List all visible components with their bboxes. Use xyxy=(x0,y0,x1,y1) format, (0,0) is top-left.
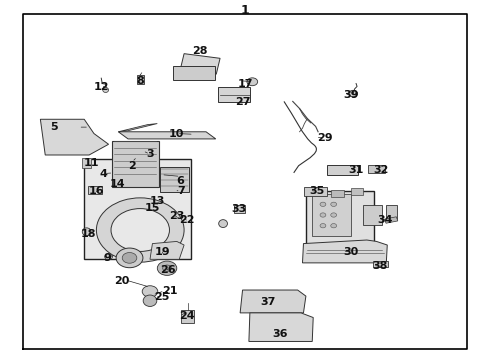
Ellipse shape xyxy=(143,295,157,306)
Text: 10: 10 xyxy=(169,129,184,139)
Text: 28: 28 xyxy=(193,46,208,57)
Text: 16: 16 xyxy=(89,186,104,197)
Text: 30: 30 xyxy=(343,247,359,257)
Text: 20: 20 xyxy=(115,276,130,286)
Wedge shape xyxy=(97,198,184,262)
Text: 5: 5 xyxy=(50,122,58,132)
Text: 35: 35 xyxy=(310,186,325,197)
Ellipse shape xyxy=(163,265,172,271)
Polygon shape xyxy=(118,123,157,132)
FancyBboxPatch shape xyxy=(181,310,194,323)
FancyBboxPatch shape xyxy=(351,188,363,195)
FancyBboxPatch shape xyxy=(373,261,388,267)
FancyBboxPatch shape xyxy=(112,141,159,187)
FancyBboxPatch shape xyxy=(386,205,396,219)
FancyBboxPatch shape xyxy=(327,165,358,175)
FancyBboxPatch shape xyxy=(304,187,327,196)
Ellipse shape xyxy=(247,78,258,86)
Text: 14: 14 xyxy=(110,179,125,189)
Text: 23: 23 xyxy=(169,211,184,221)
FancyBboxPatch shape xyxy=(84,158,192,258)
Text: 22: 22 xyxy=(179,215,194,225)
Text: 37: 37 xyxy=(261,297,276,307)
Text: 3: 3 xyxy=(146,149,154,159)
Text: 32: 32 xyxy=(374,165,389,175)
FancyBboxPatch shape xyxy=(368,165,385,173)
Ellipse shape xyxy=(331,202,337,206)
FancyBboxPatch shape xyxy=(306,192,374,249)
Text: 31: 31 xyxy=(348,165,364,175)
Ellipse shape xyxy=(219,220,227,228)
Text: 34: 34 xyxy=(378,215,393,225)
Ellipse shape xyxy=(122,252,137,263)
Text: 39: 39 xyxy=(343,90,359,100)
Text: 8: 8 xyxy=(136,76,144,86)
Ellipse shape xyxy=(82,228,91,236)
FancyBboxPatch shape xyxy=(137,75,144,84)
Ellipse shape xyxy=(105,254,113,260)
FancyBboxPatch shape xyxy=(385,217,398,223)
Polygon shape xyxy=(249,313,313,342)
Ellipse shape xyxy=(116,248,143,268)
Text: 24: 24 xyxy=(179,311,195,321)
Text: 4: 4 xyxy=(100,168,108,179)
Polygon shape xyxy=(40,119,109,155)
Text: 1: 1 xyxy=(241,4,249,17)
Text: 13: 13 xyxy=(149,197,165,206)
Text: 18: 18 xyxy=(80,229,96,239)
FancyBboxPatch shape xyxy=(331,190,343,197)
FancyBboxPatch shape xyxy=(364,205,382,225)
FancyBboxPatch shape xyxy=(234,205,245,213)
Text: 27: 27 xyxy=(235,97,250,107)
Text: 17: 17 xyxy=(237,78,253,89)
Ellipse shape xyxy=(320,202,326,206)
FancyBboxPatch shape xyxy=(173,66,215,80)
Text: 29: 29 xyxy=(318,133,333,143)
Polygon shape xyxy=(240,290,306,313)
Text: 36: 36 xyxy=(272,329,288,339)
Text: 9: 9 xyxy=(104,253,112,263)
Ellipse shape xyxy=(142,286,158,297)
FancyBboxPatch shape xyxy=(219,87,250,103)
FancyBboxPatch shape xyxy=(88,185,102,194)
Ellipse shape xyxy=(103,87,109,93)
Text: 33: 33 xyxy=(232,204,247,214)
Text: 19: 19 xyxy=(154,247,170,257)
FancyBboxPatch shape xyxy=(82,158,91,168)
Polygon shape xyxy=(118,132,216,139)
Text: 21: 21 xyxy=(162,287,177,296)
Text: 2: 2 xyxy=(128,161,136,171)
Text: 12: 12 xyxy=(94,82,109,92)
FancyBboxPatch shape xyxy=(312,194,351,237)
Text: 26: 26 xyxy=(160,265,176,275)
Text: 38: 38 xyxy=(373,261,388,271)
Text: 11: 11 xyxy=(84,158,99,168)
Polygon shape xyxy=(150,242,184,259)
FancyBboxPatch shape xyxy=(180,54,220,74)
Ellipse shape xyxy=(157,261,177,275)
Text: 7: 7 xyxy=(177,186,185,197)
Ellipse shape xyxy=(331,213,337,217)
Ellipse shape xyxy=(331,224,337,228)
Text: 15: 15 xyxy=(145,203,160,213)
Ellipse shape xyxy=(320,213,326,217)
Ellipse shape xyxy=(349,90,358,97)
Polygon shape xyxy=(302,240,387,263)
Text: 6: 6 xyxy=(177,176,185,186)
Text: 25: 25 xyxy=(154,292,170,302)
FancyBboxPatch shape xyxy=(160,167,189,192)
Ellipse shape xyxy=(320,224,326,228)
